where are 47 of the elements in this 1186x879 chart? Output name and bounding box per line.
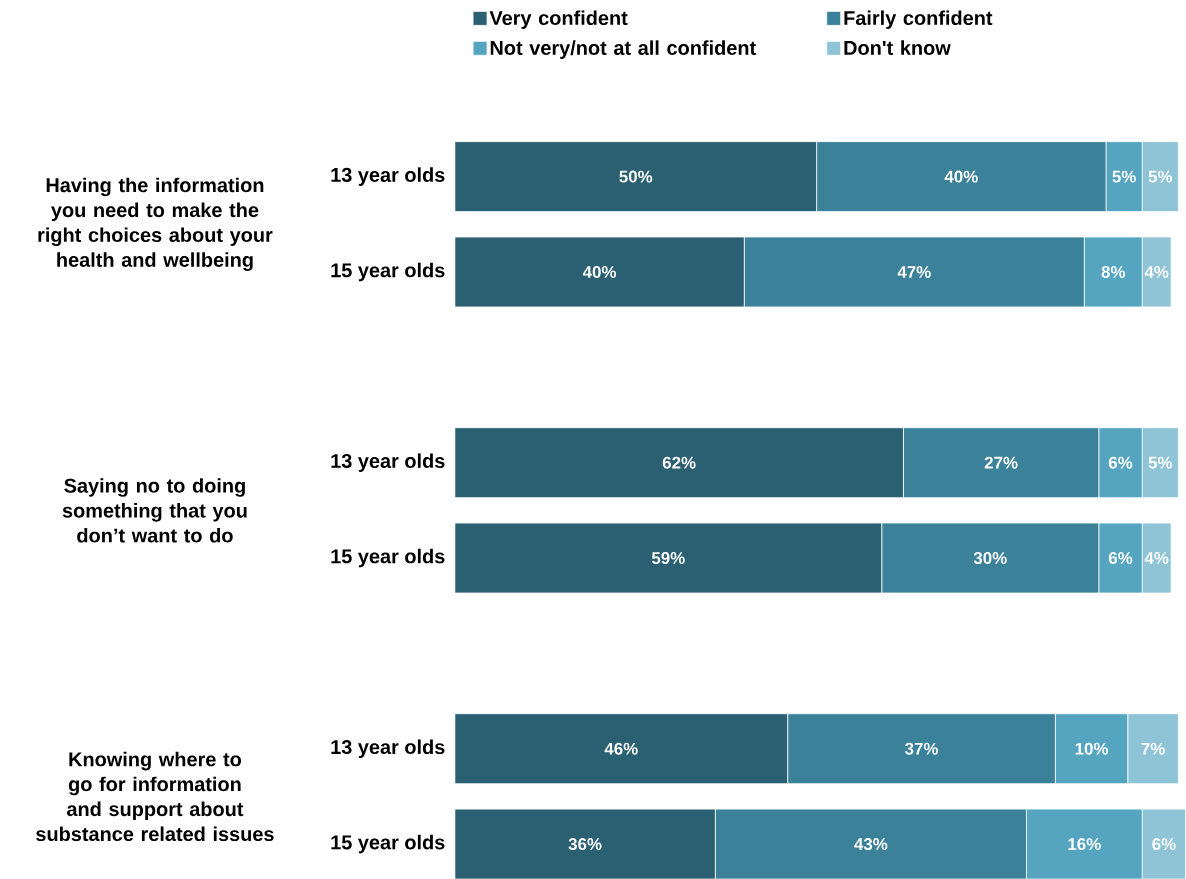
bar <box>1141 808 1186 879</box>
text: Knowing where to go for information and support about substance related issues <box>36 751 274 841</box>
data-label: 59% <box>651 551 685 564</box>
y-tick-label: 15 year olds <box>331 262 445 282</box>
data-label: 7% <box>1141 742 1165 755</box>
data-label: 62% <box>662 456 696 469</box>
data-label: 36% <box>568 837 602 850</box>
bar <box>1141 427 1179 498</box>
data-label: 47% <box>897 265 931 278</box>
data-label: 46% <box>604 742 638 755</box>
text: Having the information you need to make the right choices about your health and wellbeing <box>38 177 273 271</box>
data-label: 5% <box>1148 456 1173 469</box>
data-label: 8% <box>1101 265 1126 278</box>
bar <box>454 522 883 594</box>
data-label: 4% <box>1144 265 1169 278</box>
data-label: 30% <box>973 551 1007 564</box>
data-label: 16% <box>1068 837 1101 850</box>
y-tick-label: 13 year olds <box>331 739 445 758</box>
data-label: 4% <box>1144 551 1169 564</box>
text: Saying no to doing something that you don’t want to do <box>62 477 247 543</box>
y-tick-label: 13 year olds <box>331 453 445 472</box>
data-label: 50% <box>619 170 653 183</box>
legend-label: Don't know <box>844 40 951 55</box>
bar <box>454 427 904 498</box>
bar <box>454 713 789 784</box>
bar <box>1127 713 1179 784</box>
data-label: 27% <box>984 456 1018 469</box>
bar <box>1141 141 1179 212</box>
data-label: 43% <box>854 837 888 850</box>
y-tick-label: 13 year olds <box>331 167 445 186</box>
data-label: 37% <box>904 742 939 755</box>
data-label: 5% <box>1148 170 1173 183</box>
bar <box>454 141 818 212</box>
legend-label: Very confident <box>489 10 628 29</box>
data-label: 5% <box>1112 170 1136 183</box>
data-label: 10% <box>1075 742 1109 755</box>
data-label: 6% <box>1108 551 1133 564</box>
data-label: 6% <box>1108 456 1133 469</box>
y-tick-label: 15 year olds <box>331 834 445 854</box>
bar <box>454 236 745 308</box>
bar <box>454 808 716 879</box>
legend-label: Not very/not at all confident <box>490 40 756 59</box>
data-label: 6% <box>1152 837 1176 850</box>
data-label: 40% <box>582 265 617 278</box>
data-label: 40% <box>944 170 978 183</box>
y-tick-label: 15 year olds <box>331 548 445 568</box>
legend-label: Fairly confident <box>844 10 993 29</box>
